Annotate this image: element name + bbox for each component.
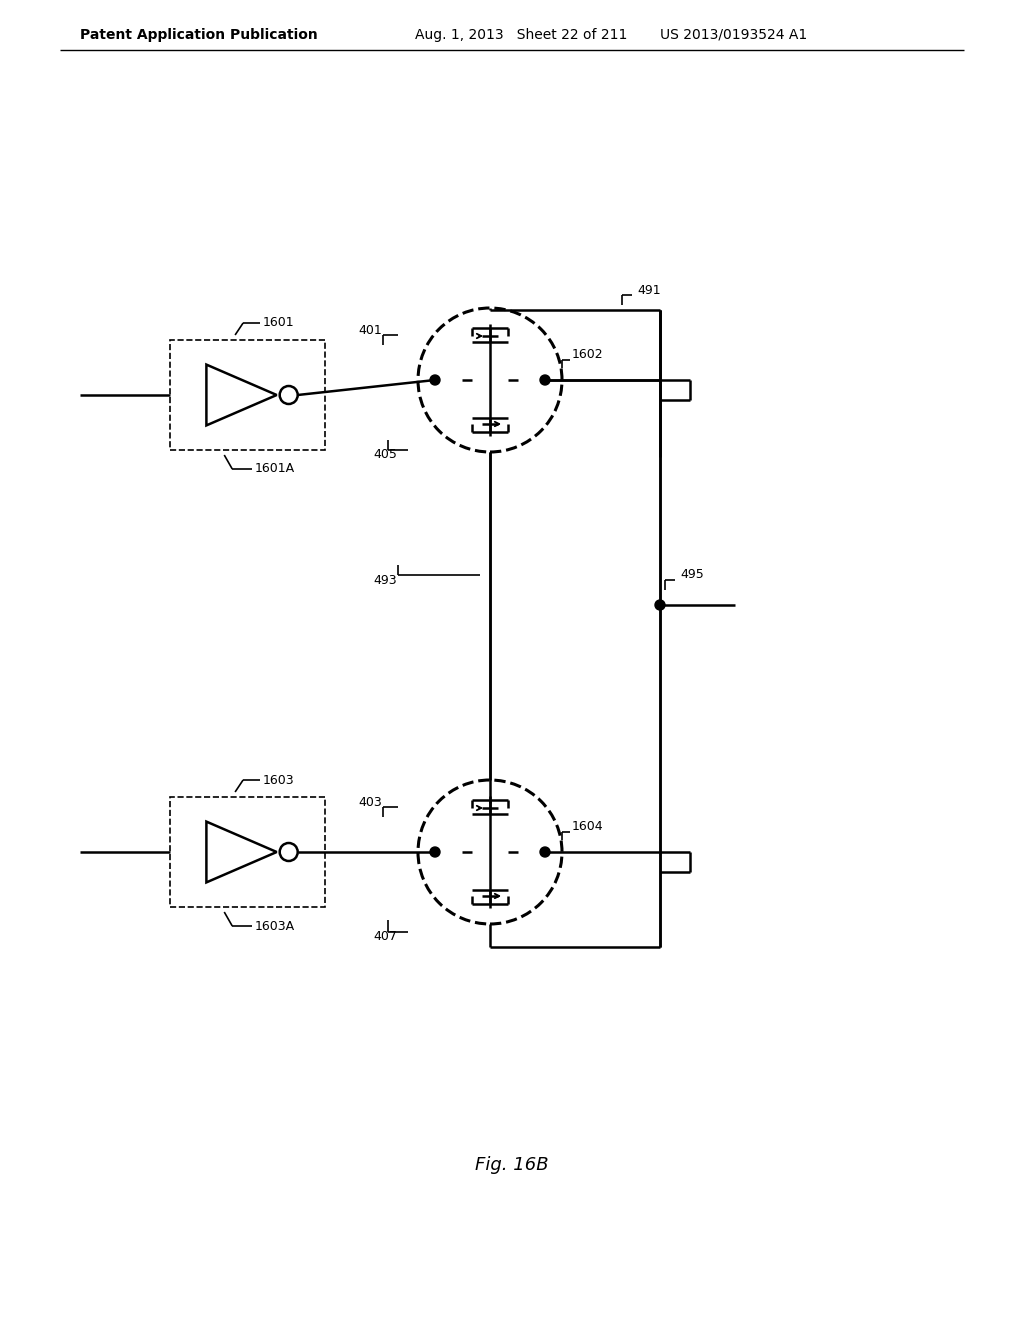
Circle shape [430,847,440,857]
Text: 401: 401 [358,323,382,337]
Text: Patent Application Publication: Patent Application Publication [80,28,317,42]
Bar [170,341,325,450]
Text: 491: 491 [637,284,660,297]
Circle shape [655,601,665,610]
Text: 1603: 1603 [263,774,295,787]
Circle shape [540,375,550,385]
Text: 405: 405 [373,449,397,462]
Text: 1603A: 1603A [254,920,294,932]
Text: 407: 407 [373,931,397,944]
Text: 1604: 1604 [572,821,603,833]
Text: US 2013/0193524 A1: US 2013/0193524 A1 [660,28,807,42]
Text: Aug. 1, 2013   Sheet 22 of 211: Aug. 1, 2013 Sheet 22 of 211 [415,28,628,42]
Text: 1602: 1602 [572,348,603,362]
Circle shape [540,847,550,857]
Text: Fig. 16B: Fig. 16B [475,1156,549,1173]
Text: 403: 403 [358,796,382,808]
Text: 493: 493 [373,573,396,586]
Text: 1601A: 1601A [254,462,294,475]
Bar [170,797,325,907]
Text: 1601: 1601 [263,317,295,330]
Text: 495: 495 [680,569,703,582]
Circle shape [430,375,440,385]
